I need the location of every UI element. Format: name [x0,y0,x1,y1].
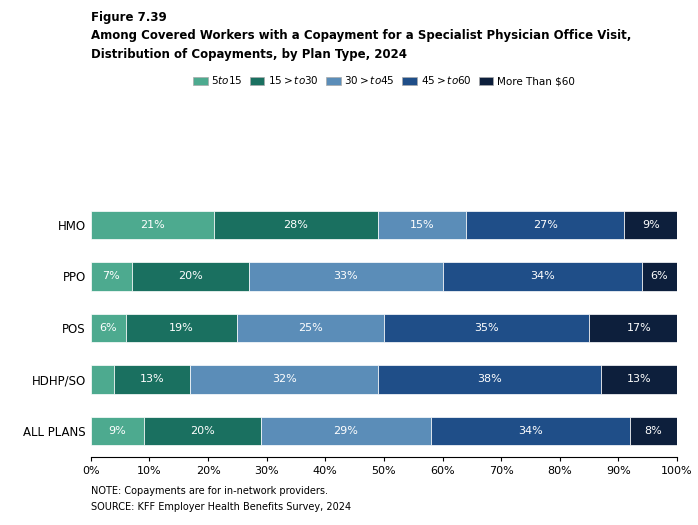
Text: 38%: 38% [477,374,502,384]
Bar [261,417,431,445]
Text: SOURCE: KFF Employer Health Benefits Survey, 2024: SOURCE: KFF Employer Health Benefits Sur… [91,502,351,512]
Text: 32%: 32% [272,374,297,384]
Text: 25%: 25% [298,323,323,333]
Bar [624,211,677,239]
Text: 20%: 20% [178,271,203,281]
Text: 29%: 29% [334,426,358,436]
Bar [384,314,589,342]
Bar [91,417,144,445]
Bar [91,365,114,394]
Text: 21%: 21% [140,220,165,230]
Text: 28%: 28% [283,220,309,230]
Bar [431,417,630,445]
Bar [466,211,624,239]
Bar [214,211,378,239]
Text: 13%: 13% [140,374,165,384]
Bar [114,365,191,394]
Text: 13%: 13% [627,374,651,384]
Text: 34%: 34% [530,271,555,281]
Text: NOTE: Copayments are for in-network providers.: NOTE: Copayments are for in-network prov… [91,486,328,496]
Text: 17%: 17% [627,323,651,333]
Text: 6%: 6% [100,323,117,333]
Text: 7%: 7% [103,271,120,281]
Text: 35%: 35% [474,323,499,333]
Text: 33%: 33% [334,271,358,281]
Bar [589,314,689,342]
Bar [191,365,378,394]
Text: 6%: 6% [651,271,668,281]
Bar [601,365,677,394]
Bar [91,262,132,291]
Text: 27%: 27% [533,220,558,230]
Text: 15%: 15% [410,220,434,230]
Text: 19%: 19% [169,323,194,333]
Text: 9%: 9% [108,426,126,436]
Bar [378,211,466,239]
Bar [144,417,261,445]
Legend: $5 to $15, $15> to $30, $30>  to  $45, $45> to $60, More Than $60: $5 to $15, $15> to $30, $30> to $45, $45… [193,75,575,86]
Bar [443,262,642,291]
Bar [249,262,443,291]
Bar [237,314,384,342]
Text: Distribution of Copayments, by Plan Type, 2024: Distribution of Copayments, by Plan Type… [91,48,407,61]
Bar [378,365,601,394]
Bar [642,262,677,291]
Bar [91,314,126,342]
Text: 9%: 9% [641,220,660,230]
Text: 8%: 8% [645,426,662,436]
Bar [126,314,237,342]
Text: Figure 7.39: Figure 7.39 [91,10,167,24]
Text: Among Covered Workers with a Copayment for a Specialist Physician Office Visit,: Among Covered Workers with a Copayment f… [91,29,631,43]
Bar [132,262,249,291]
Text: 20%: 20% [190,426,214,436]
Bar [630,417,677,445]
Text: 34%: 34% [518,426,543,436]
Bar [91,211,214,239]
